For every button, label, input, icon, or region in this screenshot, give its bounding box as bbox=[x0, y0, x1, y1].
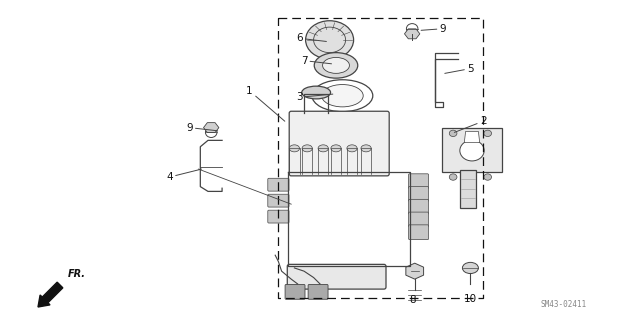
Ellipse shape bbox=[484, 174, 492, 180]
Ellipse shape bbox=[361, 145, 371, 152]
Ellipse shape bbox=[323, 57, 349, 73]
Text: 3: 3 bbox=[296, 92, 333, 102]
FancyBboxPatch shape bbox=[285, 285, 305, 299]
FancyBboxPatch shape bbox=[268, 194, 289, 207]
Ellipse shape bbox=[318, 145, 328, 152]
FancyBboxPatch shape bbox=[287, 264, 386, 289]
Text: 2: 2 bbox=[454, 116, 486, 132]
FancyBboxPatch shape bbox=[408, 174, 429, 189]
Polygon shape bbox=[404, 29, 420, 39]
Polygon shape bbox=[406, 263, 424, 279]
Ellipse shape bbox=[347, 145, 357, 152]
Ellipse shape bbox=[462, 262, 479, 273]
Ellipse shape bbox=[449, 130, 457, 137]
FancyBboxPatch shape bbox=[408, 199, 429, 214]
FancyBboxPatch shape bbox=[408, 212, 429, 227]
Text: 6: 6 bbox=[296, 33, 326, 43]
Ellipse shape bbox=[322, 85, 364, 107]
Ellipse shape bbox=[289, 145, 300, 152]
Text: FR.: FR. bbox=[68, 269, 86, 279]
Text: 7: 7 bbox=[301, 56, 332, 66]
Polygon shape bbox=[204, 122, 219, 133]
FancyBboxPatch shape bbox=[308, 285, 328, 299]
Polygon shape bbox=[442, 128, 502, 172]
FancyBboxPatch shape bbox=[408, 187, 429, 201]
Text: 9: 9 bbox=[421, 24, 446, 34]
Text: SM43-02411: SM43-02411 bbox=[540, 300, 586, 309]
Ellipse shape bbox=[331, 145, 341, 152]
FancyBboxPatch shape bbox=[268, 210, 289, 223]
Polygon shape bbox=[464, 131, 480, 143]
FancyBboxPatch shape bbox=[268, 178, 289, 191]
Ellipse shape bbox=[302, 86, 331, 99]
Text: 1: 1 bbox=[246, 86, 285, 121]
Text: 5: 5 bbox=[445, 63, 474, 74]
Ellipse shape bbox=[449, 174, 457, 180]
Text: 4: 4 bbox=[166, 169, 202, 182]
Ellipse shape bbox=[460, 140, 484, 161]
Polygon shape bbox=[460, 170, 476, 208]
FancyBboxPatch shape bbox=[408, 225, 429, 240]
FancyBboxPatch shape bbox=[289, 111, 389, 176]
Text: 8: 8 bbox=[409, 295, 415, 305]
Text: 9: 9 bbox=[186, 122, 218, 133]
Ellipse shape bbox=[302, 145, 312, 152]
FancyArrow shape bbox=[38, 282, 63, 307]
Ellipse shape bbox=[484, 130, 492, 137]
Text: 10: 10 bbox=[464, 294, 477, 304]
Ellipse shape bbox=[314, 53, 358, 78]
Ellipse shape bbox=[306, 21, 354, 59]
